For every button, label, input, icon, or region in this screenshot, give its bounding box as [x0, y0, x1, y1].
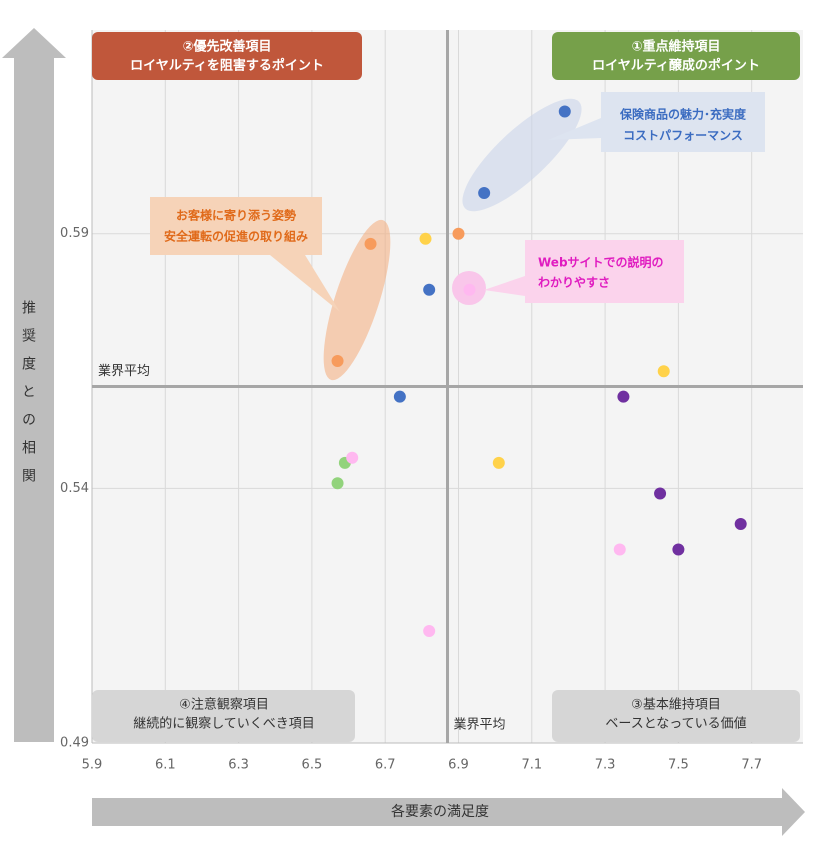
point — [672, 543, 685, 556]
callout-box — [601, 92, 765, 152]
point — [423, 283, 436, 296]
x-tick-label: 7.5 — [668, 758, 689, 773]
highlight — [462, 98, 582, 212]
point — [346, 451, 359, 464]
y-tick-label: 0.54 — [60, 481, 89, 496]
marks — [331, 105, 747, 637]
quadrant-box — [92, 32, 362, 80]
quadrant-box — [552, 32, 800, 80]
quadrant-label: ロイヤルティを阻害するポイント — [130, 58, 324, 74]
quadrant-box — [552, 690, 800, 742]
callout-text: わかりやすさ — [538, 276, 610, 290]
point — [617, 390, 630, 403]
y-axis-arrow — [2, 28, 66, 742]
quadrant-label: 継続的に観察していくべき項目 — [133, 716, 315, 732]
callout-pointer — [548, 118, 601, 140]
point — [331, 477, 344, 490]
x-axis-label: 各要素の満足度 — [391, 804, 489, 820]
highlight — [323, 219, 391, 381]
point — [423, 624, 436, 637]
x-tick-label: 6.9 — [448, 758, 469, 773]
reference-label: 業界平均 — [98, 363, 150, 379]
callout-pointer — [484, 276, 525, 296]
quadrant-label: ③基本維持項目 — [631, 698, 721, 713]
quadrant-box — [92, 690, 355, 742]
callout-pointer — [270, 255, 340, 312]
x-tick-label: 6.5 — [302, 758, 323, 773]
y-axis-label: 推奨度との相関 — [20, 300, 36, 496]
callout-text: コストパフォーマンス — [623, 129, 743, 143]
callout-text: 保険商品の魅力･充実度 — [619, 107, 747, 122]
point — [452, 227, 465, 240]
x-tick-label: 6.1 — [155, 758, 176, 773]
quadrant-label: ④注意観察項目 — [179, 697, 269, 713]
callout-box — [150, 197, 322, 255]
callout-text: Webサイトでの説明の — [538, 255, 664, 270]
point — [463, 283, 476, 296]
point — [393, 390, 406, 403]
callout-box — [525, 240, 684, 303]
point — [419, 232, 432, 245]
point — [331, 355, 344, 368]
point — [492, 456, 505, 469]
quadrant-label: ②優先改善項目 — [182, 39, 271, 55]
point — [657, 365, 670, 378]
y-tick-label: 0.59 — [60, 226, 89, 241]
reference-label: 業界平均 — [454, 717, 506, 733]
x-tick-label: 7.1 — [521, 758, 542, 773]
callout-text: 安全運転の促進の取り組み — [164, 229, 308, 244]
quadrant-label: ベースとなっている価値 — [605, 716, 746, 732]
x-tick-label: 7.7 — [741, 758, 762, 773]
point — [364, 237, 377, 250]
point — [654, 487, 667, 500]
x-axis-arrow — [92, 788, 805, 836]
callout-text: お客様に寄り添う姿勢 — [176, 208, 296, 223]
x-tick-label: 7.3 — [595, 758, 616, 773]
point — [558, 105, 571, 118]
point — [613, 543, 626, 556]
quadrant-label: ロイヤルティ醸成のポイント — [592, 58, 760, 74]
x-tick-label: 5.9 — [82, 758, 103, 773]
quadrant-label: ①重点維持項目 — [631, 39, 720, 55]
x-tick-label: 6.3 — [228, 758, 249, 773]
y-tick-label: 0.49 — [60, 736, 89, 751]
point — [478, 186, 491, 199]
point — [734, 518, 747, 531]
x-tick-label: 6.7 — [375, 758, 396, 773]
